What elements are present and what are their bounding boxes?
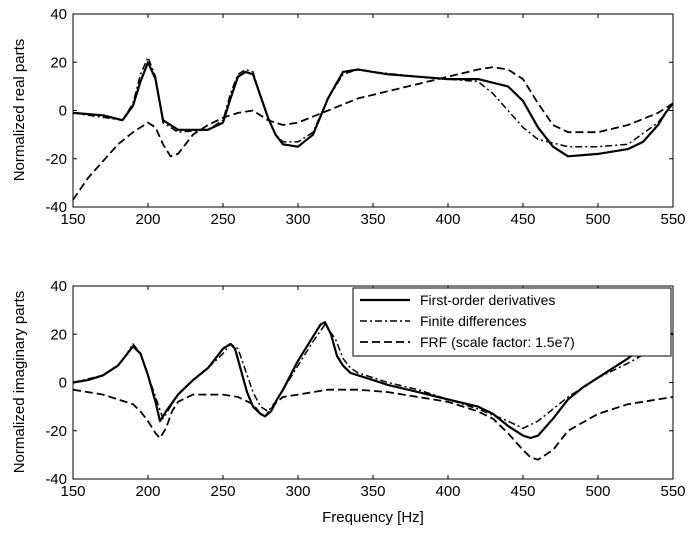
frequency-x-axis-label: Frequency [Hz] xyxy=(322,509,424,526)
imaginary-parts-y-tick-label: -40 xyxy=(45,471,67,488)
imaginary-parts-y-axis-label: Normalized imaginary parts xyxy=(11,291,28,474)
imaginary-parts-x-tick-label: 150 xyxy=(60,483,85,500)
imaginary-parts-x-tick-label: 400 xyxy=(435,483,460,500)
real-parts-x-tick-label: 450 xyxy=(510,211,535,228)
imaginary-parts-x-tick-label: 550 xyxy=(660,483,685,500)
real-parts-series xyxy=(72,56,674,201)
legend: First-order derivatives Finite differenc… xyxy=(352,287,672,357)
real-parts-series-finite-differences xyxy=(72,56,674,148)
real-parts-x-tick-label: 350 xyxy=(360,211,385,228)
imaginary-parts-x-tick-label: 450 xyxy=(510,483,535,500)
real-parts-x-tick-label: 300 xyxy=(285,211,310,228)
real-parts-series-frf xyxy=(72,66,674,201)
imaginary-parts-x-tick-label: 500 xyxy=(585,483,610,500)
real-parts-y-tick-label: 40 xyxy=(50,6,67,23)
imaginary-parts-y-tick-label: 40 xyxy=(50,278,67,295)
legend-label-first-order-derivatives: First-order derivatives xyxy=(420,292,555,308)
real-parts-plot-frame xyxy=(72,13,674,208)
real-parts-x-tick-label: 150 xyxy=(60,211,85,228)
real-parts-y-axis-label: Normalized real parts xyxy=(11,39,28,182)
real-parts-x-tick-label: 500 xyxy=(585,211,610,228)
legend-label-frf: FRF (scale factor: 1.5e7) xyxy=(420,334,575,350)
imaginary-parts-x-tick-label: 350 xyxy=(360,483,385,500)
real-parts-x-tick-label: 250 xyxy=(210,211,235,228)
imaginary-parts-x-tick-label: 300 xyxy=(285,483,310,500)
imaginary-parts-series-finite-differences xyxy=(72,323,674,430)
imaginary-parts-y-tick-label: 0 xyxy=(59,375,67,392)
imaginary-parts-x-tick-label: 200 xyxy=(135,483,160,500)
imaginary-parts-y-tick-label: -20 xyxy=(45,423,67,440)
real-parts-y-tick-label: -40 xyxy=(45,199,67,216)
real-parts-y-tick-label: -20 xyxy=(45,151,67,168)
real-parts-y-tick-label: 20 xyxy=(50,54,67,71)
imaginary-parts-series xyxy=(72,321,674,461)
real-parts-x-tick-label: 400 xyxy=(435,211,460,228)
imaginary-parts-x-tick-label: 250 xyxy=(210,483,235,500)
imaginary-parts-y-tick-label: 20 xyxy=(50,326,67,343)
real-parts-x-tick-label: 550 xyxy=(660,211,685,228)
real-parts-x-tick-label: 200 xyxy=(135,211,160,228)
legend-label-finite-differences: Finite differences xyxy=(420,313,526,329)
real-parts-y-tick-label: 0 xyxy=(59,103,67,120)
